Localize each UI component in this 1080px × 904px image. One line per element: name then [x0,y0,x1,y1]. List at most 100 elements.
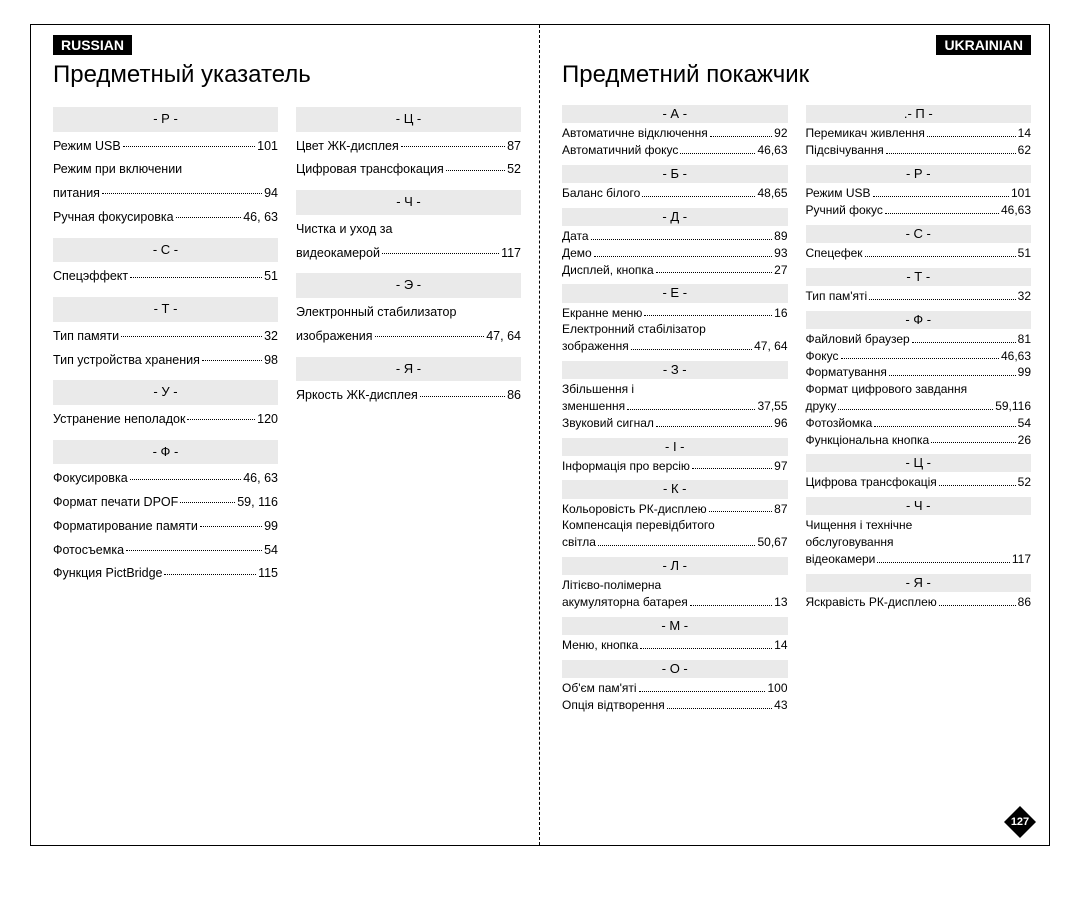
leader-dots [382,242,499,254]
index-letter-header: - Б - [562,165,788,183]
index-entry: Ручная фокусировка46, 63 [53,206,278,230]
leader-dots [656,415,772,427]
leader-dots [130,265,262,277]
index-entry-page: 87 [774,501,787,518]
index-entry: Функция PictBridge115 [53,562,278,586]
index-entry-page: 93 [774,245,787,262]
index-letter-header: - З - [562,361,788,379]
index-entry-page: 59,116 [995,398,1031,415]
index-letter-header: - Ц - [806,454,1032,472]
leader-dots [885,202,999,214]
index-entry-text: Тип устройства хранения [53,349,200,373]
leader-dots [187,408,255,420]
index-entry: Тип пам'яті 32 [806,288,1032,305]
leader-dots [841,348,999,360]
index-entry-text: Баланс білого [562,185,640,202]
index-entry-text: Тип пам'яті [806,288,868,305]
index-entry-continuation: обслуговування [806,534,1032,551]
index-entry: зображення47, 64 [562,338,788,355]
index-entry-page: 26 [1018,432,1031,449]
lang-tag-right: UKRAINIAN [936,35,1031,55]
index-letter-header: - Э - [296,273,521,298]
index-entry: друку 59,116 [806,398,1032,415]
index-entry-page: 32 [264,325,278,349]
title-right: Предметний покажчик [562,61,1031,89]
index-entry-text: друку [806,398,837,415]
index-entry-page: 51 [1018,245,1031,262]
index-entry-text: Перемикач живлення [806,125,925,142]
index-entry: Цвет ЖК-дисплея87 [296,135,521,159]
leader-dots [710,125,772,137]
index-entry-text: Цвет ЖК-дисплея [296,135,399,159]
leader-dots [889,364,1016,376]
left-columns: - Р -Режим USB101Режим при включениипита… [53,99,521,586]
index-letter-header: - Д - [562,208,788,226]
index-entry: Баланс білого48,65 [562,185,788,202]
index-entry: Фотозйомка54 [806,415,1032,432]
index-entry: изображения47, 64 [296,325,521,349]
index-entry: Дисплей, кнопка27 [562,262,788,279]
index-entry-text: Цифровая трансфокация [296,158,444,182]
index-entry-page: 94 [264,182,278,206]
leader-dots [446,158,505,170]
index-entry-text: Фотосъемка [53,539,124,563]
leader-dots [123,135,255,147]
index-entry-page: 96 [774,415,787,432]
index-entry-text: Демо [562,245,592,262]
index-entry: Спецэффект51 [53,265,278,289]
title-left: Предметный указатель [53,61,521,89]
leader-dots [692,458,772,470]
index-entry: зменшення37,55 [562,398,788,415]
index-entry-text: Цифрова трансфокація [806,474,937,491]
index-entry-page: 101 [257,135,278,159]
index-entry: Дата89 [562,228,788,245]
leader-dots [939,594,1016,606]
index-entry-text: Дисплей, кнопка [562,262,654,279]
index-entry-text: Автоматичний фокус [562,142,678,159]
index-entry: Спецефек51 [806,245,1032,262]
lang-tag-left: RUSSIAN [53,35,132,55]
index-entry-page: 52 [507,158,521,182]
index-entry-text: Устранение неполадок [53,408,185,432]
index-entry-page: 117 [1012,551,1031,568]
index-entry-page: 32 [1018,288,1031,305]
index-entry: Фокус46,63 [806,348,1032,365]
leader-dots [594,245,772,257]
index-letter-header: - Т - [53,297,278,322]
index-letter-header: - Т - [806,268,1032,286]
index-entry: Тип устройства хранения98 [53,349,278,373]
index-entry-page: 14 [774,637,787,654]
index-entry: Автоматичне відключення92 [562,125,788,142]
index-entry: відеокамери117 [806,551,1032,568]
index-letter-header: - Ч - [296,190,521,215]
index-letter-header: - Я - [806,574,1032,592]
leader-dots [631,338,752,350]
index-entry-text: Тип памяти [53,325,119,349]
index-entry-page: 47, 64 [486,325,521,349]
right-column: .- П -Перемикач живлення14Підсвічування6… [806,99,1032,714]
leader-dots [838,398,993,410]
index-entry: Меню, кнопка14 [562,637,788,654]
index-entry-text: Фокус [806,348,839,365]
index-entry-continuation: Збільшення і [562,381,788,398]
index-letter-header: - Я - [296,357,521,382]
index-entry-page: 14 [1018,125,1031,142]
leader-dots [176,206,242,218]
index-entry-continuation: Электронный стабилизатор [296,301,521,325]
index-entry: Опція відтворення43 [562,697,788,714]
index-entry: Устранение неполадок120 [53,408,278,432]
index-entry: Об'єм пам'яті100 [562,680,788,697]
index-entry-text: Функціональна кнопка [806,432,930,449]
index-entry-text: питания [53,182,100,206]
index-entry: Автоматичний фокус46,63 [562,142,788,159]
leader-dots [164,562,256,574]
index-entry-page: 86 [507,384,521,408]
index-entry-text: зменшення [562,398,625,415]
index-entry-text: Фотозйомка [806,415,873,432]
index-entry-continuation: Чистка и уход за [296,218,521,242]
leader-dots [927,125,1016,137]
leader-dots [877,551,1009,563]
leader-dots [639,680,766,692]
index-entry-continuation: Формат цифрового завдання [806,381,1032,398]
leader-dots [375,325,485,337]
